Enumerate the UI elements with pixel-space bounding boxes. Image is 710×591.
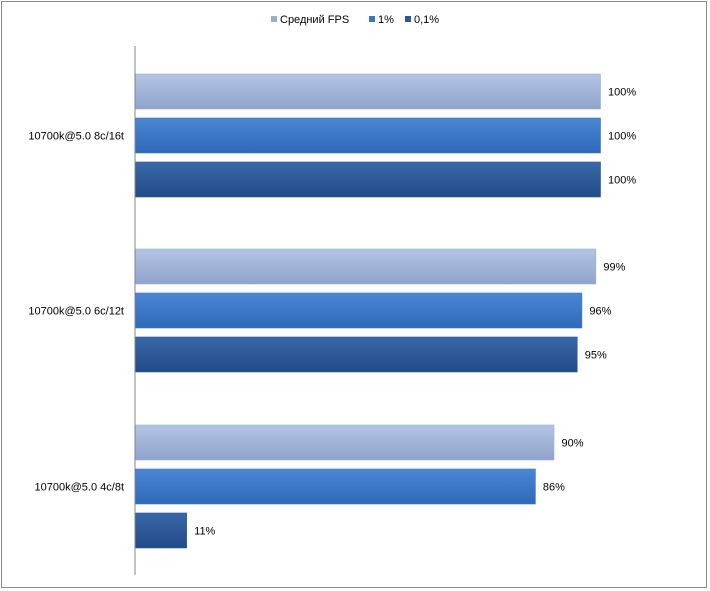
data-labels-layer: 100% 100% 100% 99% 96% 95% 90% 86% 11% — [194, 87, 636, 538]
bar-2-2 — [135, 292, 583, 329]
data-label-3-1: 100% — [608, 175, 636, 187]
legend-swatch-2 — [369, 16, 375, 22]
data-label-2-1: 100% — [608, 131, 636, 143]
data-label-3-2: 95% — [585, 350, 607, 362]
bar-3-2 — [135, 336, 578, 373]
legend-label-2: 1% — [378, 14, 394, 26]
category-label-3: 10700k@5.0 4c/8t — [35, 482, 124, 494]
category-label-1: 10700k@5.0 8c/16t — [28, 131, 124, 143]
legend-swatch-3 — [405, 16, 411, 22]
legend: Средний FPS 1% 0,1% — [271, 14, 439, 26]
legend-label-3: 0,1% — [414, 14, 439, 26]
bar-1-1 — [135, 73, 601, 110]
bar-3-3 — [135, 512, 187, 549]
bar-1-3 — [135, 424, 555, 461]
data-label-2-2: 96% — [589, 306, 611, 318]
data-label-1-1: 100% — [608, 87, 636, 99]
bars-layer — [135, 73, 601, 549]
legend-label-1: Средний FPS — [280, 14, 349, 26]
data-label-1-3: 90% — [562, 438, 584, 450]
bar-2-3 — [135, 468, 536, 505]
bar-2-1 — [135, 117, 601, 154]
data-label-2-3: 86% — [543, 482, 565, 494]
legend-swatch-1 — [271, 16, 277, 22]
category-labels-layer: 10700k@5.0 8c/16t 10700k@5.0 6c/12t 10700k… — [28, 131, 124, 494]
bar-1-2 — [135, 248, 597, 285]
data-label-3-3: 11% — [194, 526, 215, 538]
category-label-2: 10700k@5.0 6c/12t — [28, 306, 124, 318]
bar-3-1 — [135, 161, 601, 198]
data-label-1-2: 99% — [603, 262, 625, 274]
